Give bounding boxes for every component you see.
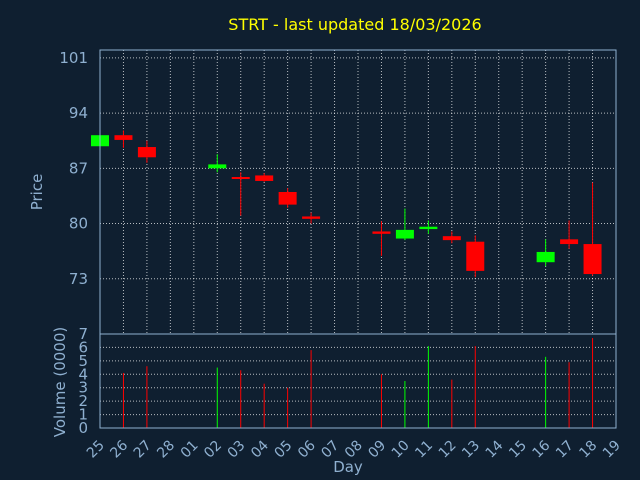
candle-body <box>302 216 321 219</box>
volume-tick-label: 4 <box>78 365 88 383</box>
x-axis-label: Day <box>333 458 363 476</box>
x-tick-label: 04 <box>248 437 272 461</box>
volume-tick-label: 3 <box>78 379 88 397</box>
candle-body <box>137 147 156 158</box>
volume-tick-label: 0 <box>78 419 88 437</box>
price-tick-label: 94 <box>69 104 88 122</box>
x-tick-label: 02 <box>201 438 225 462</box>
x-tick-label: 06 <box>295 437 319 461</box>
volume-tick-label: 7 <box>78 325 88 343</box>
volume-axis-label: Volume (0000) <box>51 327 69 437</box>
candle-body <box>372 231 391 234</box>
x-tick-label: 10 <box>389 438 413 462</box>
x-tick-label: 26 <box>107 437 131 461</box>
candle-body <box>278 192 297 205</box>
candle-body <box>114 135 133 140</box>
volume-grid <box>100 346 616 416</box>
x-tick-label: 28 <box>154 438 178 462</box>
candle-body <box>536 251 555 263</box>
x-tick-label: 25 <box>84 438 108 462</box>
volume-tick-label: 1 <box>78 406 88 424</box>
price-grid <box>100 50 616 334</box>
price-ticks: 73 80 87 94 101 <box>59 49 88 288</box>
x-tick-label: 09 <box>365 438 389 462</box>
x-tick-label: 14 <box>483 437 507 461</box>
x-tick-label: 16 <box>530 437 554 461</box>
volume-tick-label: 6 <box>78 338 88 356</box>
x-tick-label: 15 <box>506 438 530 462</box>
x-tick-label: 19 <box>600 438 624 462</box>
x-tick-label: 03 <box>225 438 249 462</box>
candle-body <box>466 241 485 271</box>
price-tick-label: 87 <box>69 159 88 177</box>
volume-tick-label: 5 <box>78 352 88 370</box>
candle-body <box>255 175 274 181</box>
price-tick-label: 101 <box>59 49 88 67</box>
candle-body <box>583 244 602 275</box>
candle-body <box>442 236 461 241</box>
candle-body <box>560 239 579 245</box>
candle-body <box>208 164 227 169</box>
volume-tick-label: 2 <box>78 392 88 410</box>
price-tick-label: 80 <box>69 215 88 233</box>
candle-body <box>395 229 414 239</box>
candle-body <box>231 177 250 180</box>
candles <box>91 130 602 278</box>
x-tick-label: 12 <box>436 438 460 462</box>
x-tick-label: 05 <box>272 438 296 462</box>
x-tick-label: 17 <box>553 438 577 462</box>
x-tick-label: 01 <box>178 438 202 462</box>
chart-title: STRT - last updated 18/03/2026 <box>228 15 481 34</box>
x-tick-label: 11 <box>412 438 436 462</box>
volume-panel-frame <box>99 333 617 429</box>
price-tick-label: 73 <box>69 270 88 288</box>
candle-body <box>419 226 438 230</box>
y-axis-label: Price <box>28 174 46 211</box>
x-tick-label: 18 <box>576 438 600 462</box>
x-tick-label: 13 <box>459 438 483 462</box>
x-tick-label: 27 <box>131 438 155 462</box>
volume-bars <box>122 338 594 428</box>
